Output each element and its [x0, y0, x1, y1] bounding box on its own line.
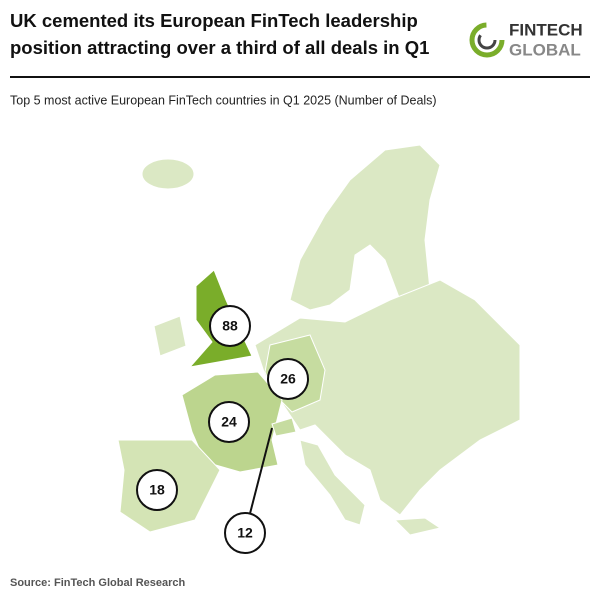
logo-text: GLOBAL — [509, 40, 581, 59]
bubble: 12 — [224, 512, 266, 554]
title-line: position attracting over a third of all … — [10, 37, 429, 58]
bubble: 88 — [209, 305, 251, 347]
title-line: UK cemented its European FinTech leaders… — [10, 10, 418, 31]
landmass — [141, 158, 195, 190]
bubble-label: 18 — [149, 482, 165, 498]
bubble-circle — [224, 512, 266, 554]
landmass — [254, 279, 521, 516]
bubble-circle — [267, 358, 309, 400]
bubble-circle — [208, 401, 250, 443]
landmass — [299, 439, 366, 526]
subtitle: Top 5 most active European FinTech count… — [10, 93, 437, 107]
bubble-circle — [209, 305, 251, 347]
bubble-circle — [136, 469, 178, 511]
logo: FINTECH GLOBAL — [469, 20, 583, 59]
landmass — [289, 144, 441, 311]
bubble: 18 — [136, 469, 178, 511]
map — [117, 144, 521, 536]
bubble-label: 24 — [221, 414, 237, 430]
bubble-label: 26 — [280, 371, 296, 387]
bubble: 24 — [208, 401, 250, 443]
landmass — [271, 417, 297, 437]
landmass — [393, 517, 442, 536]
logo-text: FINTECH — [509, 20, 583, 39]
landmass — [153, 315, 187, 357]
source: Source: FinTech Global Research — [10, 577, 186, 589]
bubble-label: 88 — [222, 318, 238, 334]
bubble: 26 — [267, 358, 309, 400]
bubble-label: 12 — [237, 525, 253, 541]
